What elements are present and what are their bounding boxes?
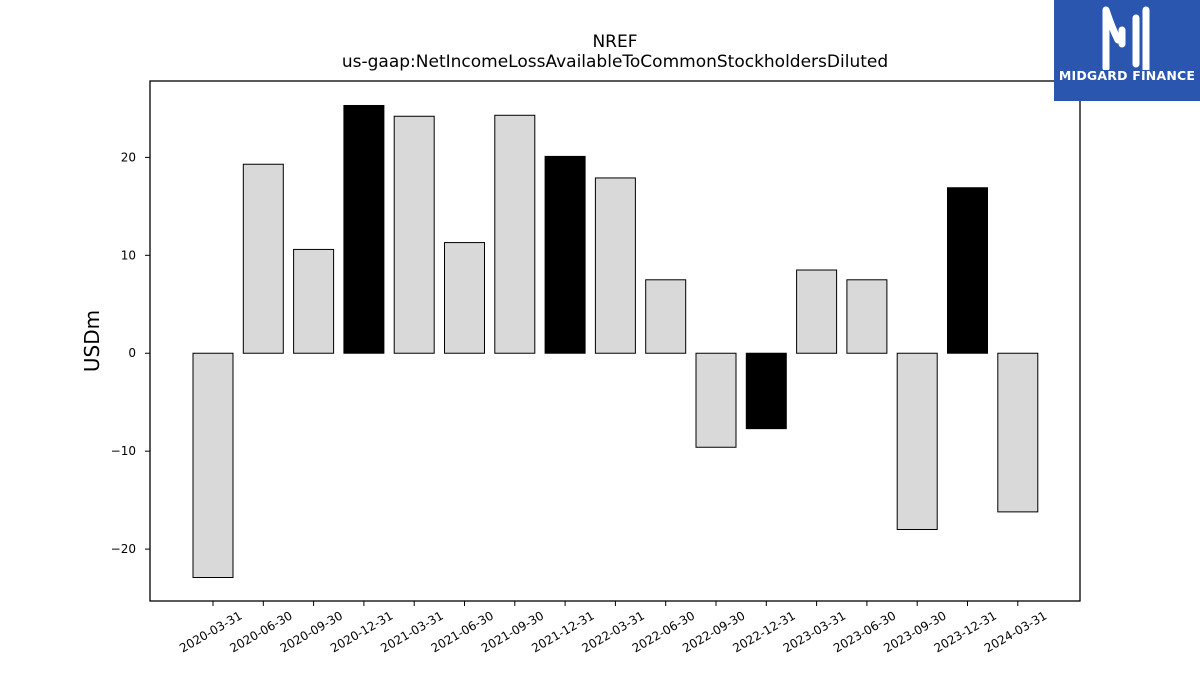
y-tick-label: 20 xyxy=(121,150,136,164)
bars-group xyxy=(192,104,1039,578)
bar-2022-03-31 xyxy=(594,177,636,354)
bar-2022-12-31 xyxy=(745,352,787,430)
chart-title: NREF xyxy=(592,32,638,52)
y-axis-label: USDm xyxy=(80,310,104,372)
logo-text: MIDGARD FINANCE xyxy=(1058,68,1196,83)
bar-2024-03-31 xyxy=(997,352,1039,513)
bar-2023-06-30 xyxy=(846,279,888,354)
bar-2020-06-30 xyxy=(242,163,284,354)
bar-2022-09-30 xyxy=(695,352,737,448)
bar-2023-03-31 xyxy=(796,269,838,354)
bar-2023-12-31 xyxy=(947,187,988,354)
bar-2020-03-31 xyxy=(192,352,234,578)
y-tick-label: 0 xyxy=(128,346,136,360)
bar-2022-06-30 xyxy=(645,279,687,354)
y-axis: −20 −10 0 10 20 xyxy=(111,150,150,556)
plot-frame xyxy=(149,80,1081,602)
bar-2020-09-30 xyxy=(293,248,335,354)
y-tick-label: −10 xyxy=(111,444,136,458)
brand-logo: MIDGARD FINANCE xyxy=(1054,0,1200,101)
y-tick-label: 10 xyxy=(121,248,136,262)
chart-subtitle: us-gaap:NetIncomeLossAvailableToCommonSt… xyxy=(341,52,889,72)
y-tick-label: −20 xyxy=(111,542,136,556)
logo-mark-icon xyxy=(1102,6,1150,70)
bar-2021-09-30 xyxy=(494,114,536,354)
bar-2021-12-31 xyxy=(544,155,586,354)
x-axis: 2020-03-312020-06-302020-09-302020-12-31… xyxy=(177,601,1049,655)
bar-2023-09-30 xyxy=(896,352,938,531)
bar-2021-03-31 xyxy=(393,115,435,354)
bar-2020-12-31 xyxy=(343,104,385,354)
bar-2021-06-30 xyxy=(444,242,485,354)
